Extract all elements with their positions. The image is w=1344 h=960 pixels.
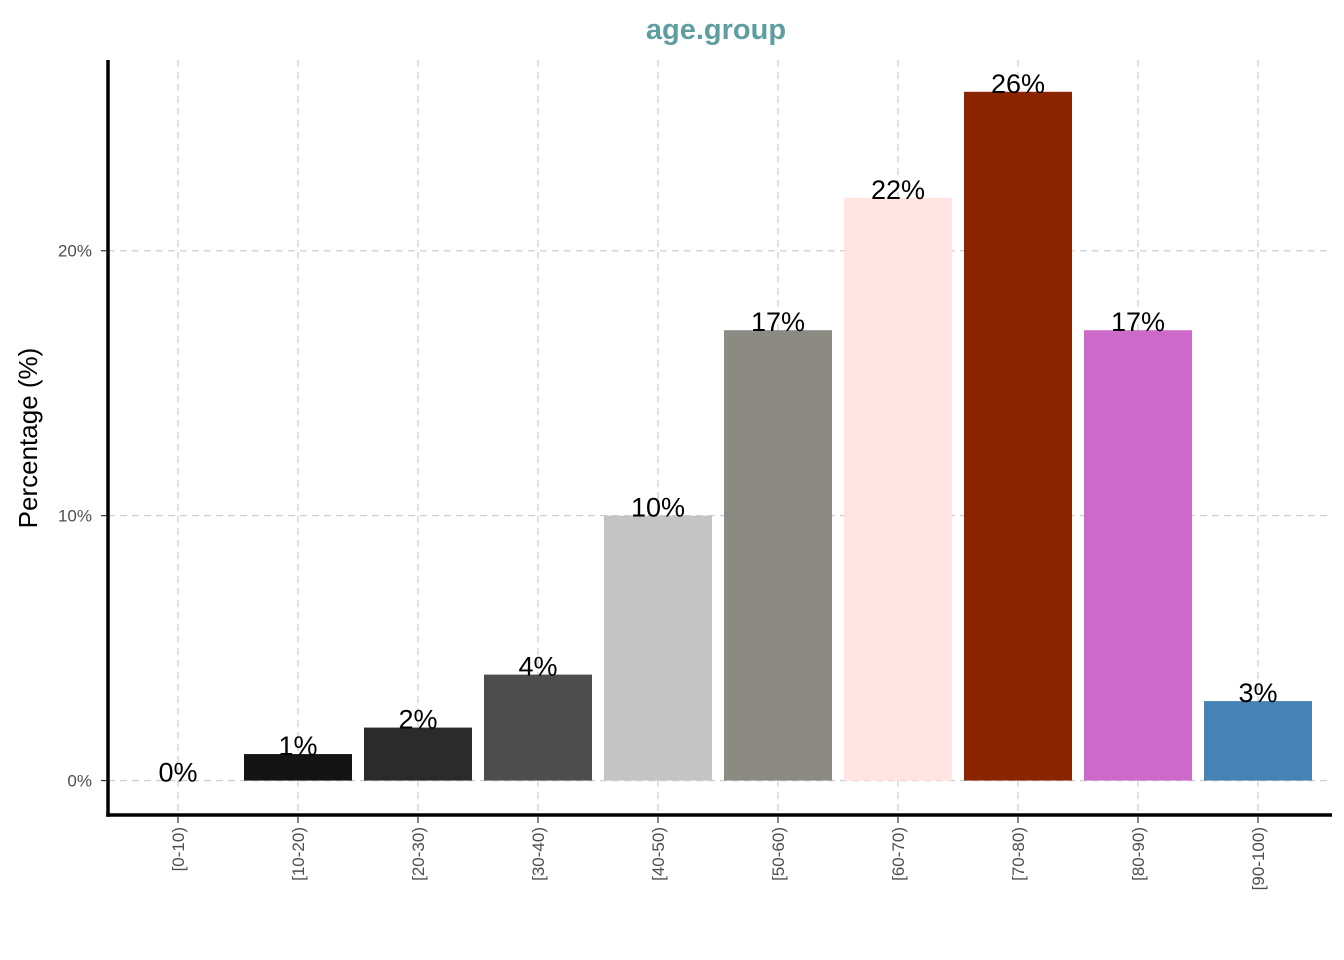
data-label-[50-60): 17% xyxy=(751,307,805,337)
axes xyxy=(101,60,1332,823)
data-label-[30-40): 4% xyxy=(518,652,557,682)
bar-[60-70) xyxy=(844,197,952,781)
bar-[10-20) xyxy=(244,754,352,781)
data-label-[40-50): 10% xyxy=(631,493,685,523)
x-tick-label-[90-100): [90-100) xyxy=(1249,827,1268,890)
x-tick-label-[50-60): [50-60) xyxy=(769,827,788,881)
x-tick-label-[60-70): [60-70) xyxy=(889,827,908,881)
data-label-[10-20): 1% xyxy=(278,731,317,761)
bar-[30-40) xyxy=(484,674,592,781)
chart-title: age.group xyxy=(646,14,786,46)
bar-[80-90) xyxy=(1084,330,1192,781)
tick-labels: 0% 10% 20% [0-10) [10-20) [20-30) [30-40) [40-5… xyxy=(58,242,1268,891)
bar-[40-50) xyxy=(604,515,712,781)
data-labels: 0% 1% 2% 4% 10% 17% 22% 26% 17% 3% xyxy=(158,69,1277,788)
data-label-[20-30): 2% xyxy=(398,705,437,735)
data-label-[60-70): 22% xyxy=(871,175,925,205)
x-tick-label-[70-80): [70-80) xyxy=(1009,827,1028,881)
bar-[90-100) xyxy=(1204,701,1312,781)
x-tick-label-[20-30): [20-30) xyxy=(409,827,428,881)
data-label-[0-10): 0% xyxy=(158,758,197,788)
bar-[50-60) xyxy=(724,330,832,781)
data-label-[90-100): 3% xyxy=(1238,678,1277,708)
x-tick-label-[0-10): [0-10) xyxy=(169,827,188,871)
data-label-[80-90): 17% xyxy=(1111,307,1165,337)
x-tick-label-[80-90): [80-90) xyxy=(1129,827,1148,881)
y-tick-label-0: 0% xyxy=(67,772,92,791)
bars xyxy=(244,91,1312,781)
bar-[20-30) xyxy=(364,727,472,781)
x-tick-label-[40-50): [40-50) xyxy=(649,827,668,881)
x-tick-label-[30-40): [30-40) xyxy=(529,827,548,881)
y-axis-title: Percentage (%) xyxy=(13,348,43,529)
y-tick-label-2: 20% xyxy=(58,242,92,261)
x-tick-label-[10-20): [10-20) xyxy=(289,827,308,881)
y-tick-label-1: 10% xyxy=(58,507,92,526)
data-label-[70-80): 26% xyxy=(991,69,1045,99)
bar-[70-80) xyxy=(964,91,1072,781)
